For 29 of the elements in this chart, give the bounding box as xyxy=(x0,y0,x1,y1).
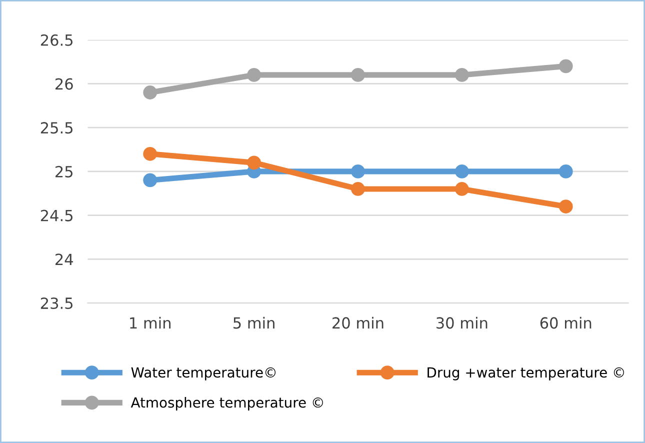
y-tick-label: 24 xyxy=(56,254,73,265)
point xyxy=(143,146,158,161)
point xyxy=(351,68,365,82)
point xyxy=(558,59,573,74)
point xyxy=(351,164,365,178)
legend-label: Drug +water temperature © xyxy=(428,367,624,380)
point xyxy=(143,173,158,188)
point xyxy=(247,68,261,82)
y-tick-label: 25 xyxy=(56,166,72,178)
point xyxy=(558,200,573,214)
point xyxy=(351,182,365,196)
y-tick-label: 24.5 xyxy=(40,210,72,222)
point xyxy=(454,68,469,82)
point xyxy=(143,86,158,100)
y-tick-label: 23.5 xyxy=(40,297,72,310)
x-tick-label: 20 min xyxy=(332,316,384,329)
point xyxy=(454,164,469,178)
y-tick-label: 26 xyxy=(56,78,73,90)
y-tick-label: 26.5 xyxy=(40,34,72,46)
point xyxy=(558,164,573,178)
legend-label: Water temperature© xyxy=(131,367,276,380)
point xyxy=(247,156,261,170)
x-tick-label: 1 min xyxy=(130,316,170,329)
x-tick-label: 30 min xyxy=(436,316,488,329)
point xyxy=(454,182,469,196)
y-tick-label: 25.5 xyxy=(40,122,72,134)
x-tick-label: 60 min xyxy=(540,316,592,329)
x-tick-label: 5 min xyxy=(234,316,274,329)
legend-label: Atmosphere temperature © xyxy=(130,397,323,410)
